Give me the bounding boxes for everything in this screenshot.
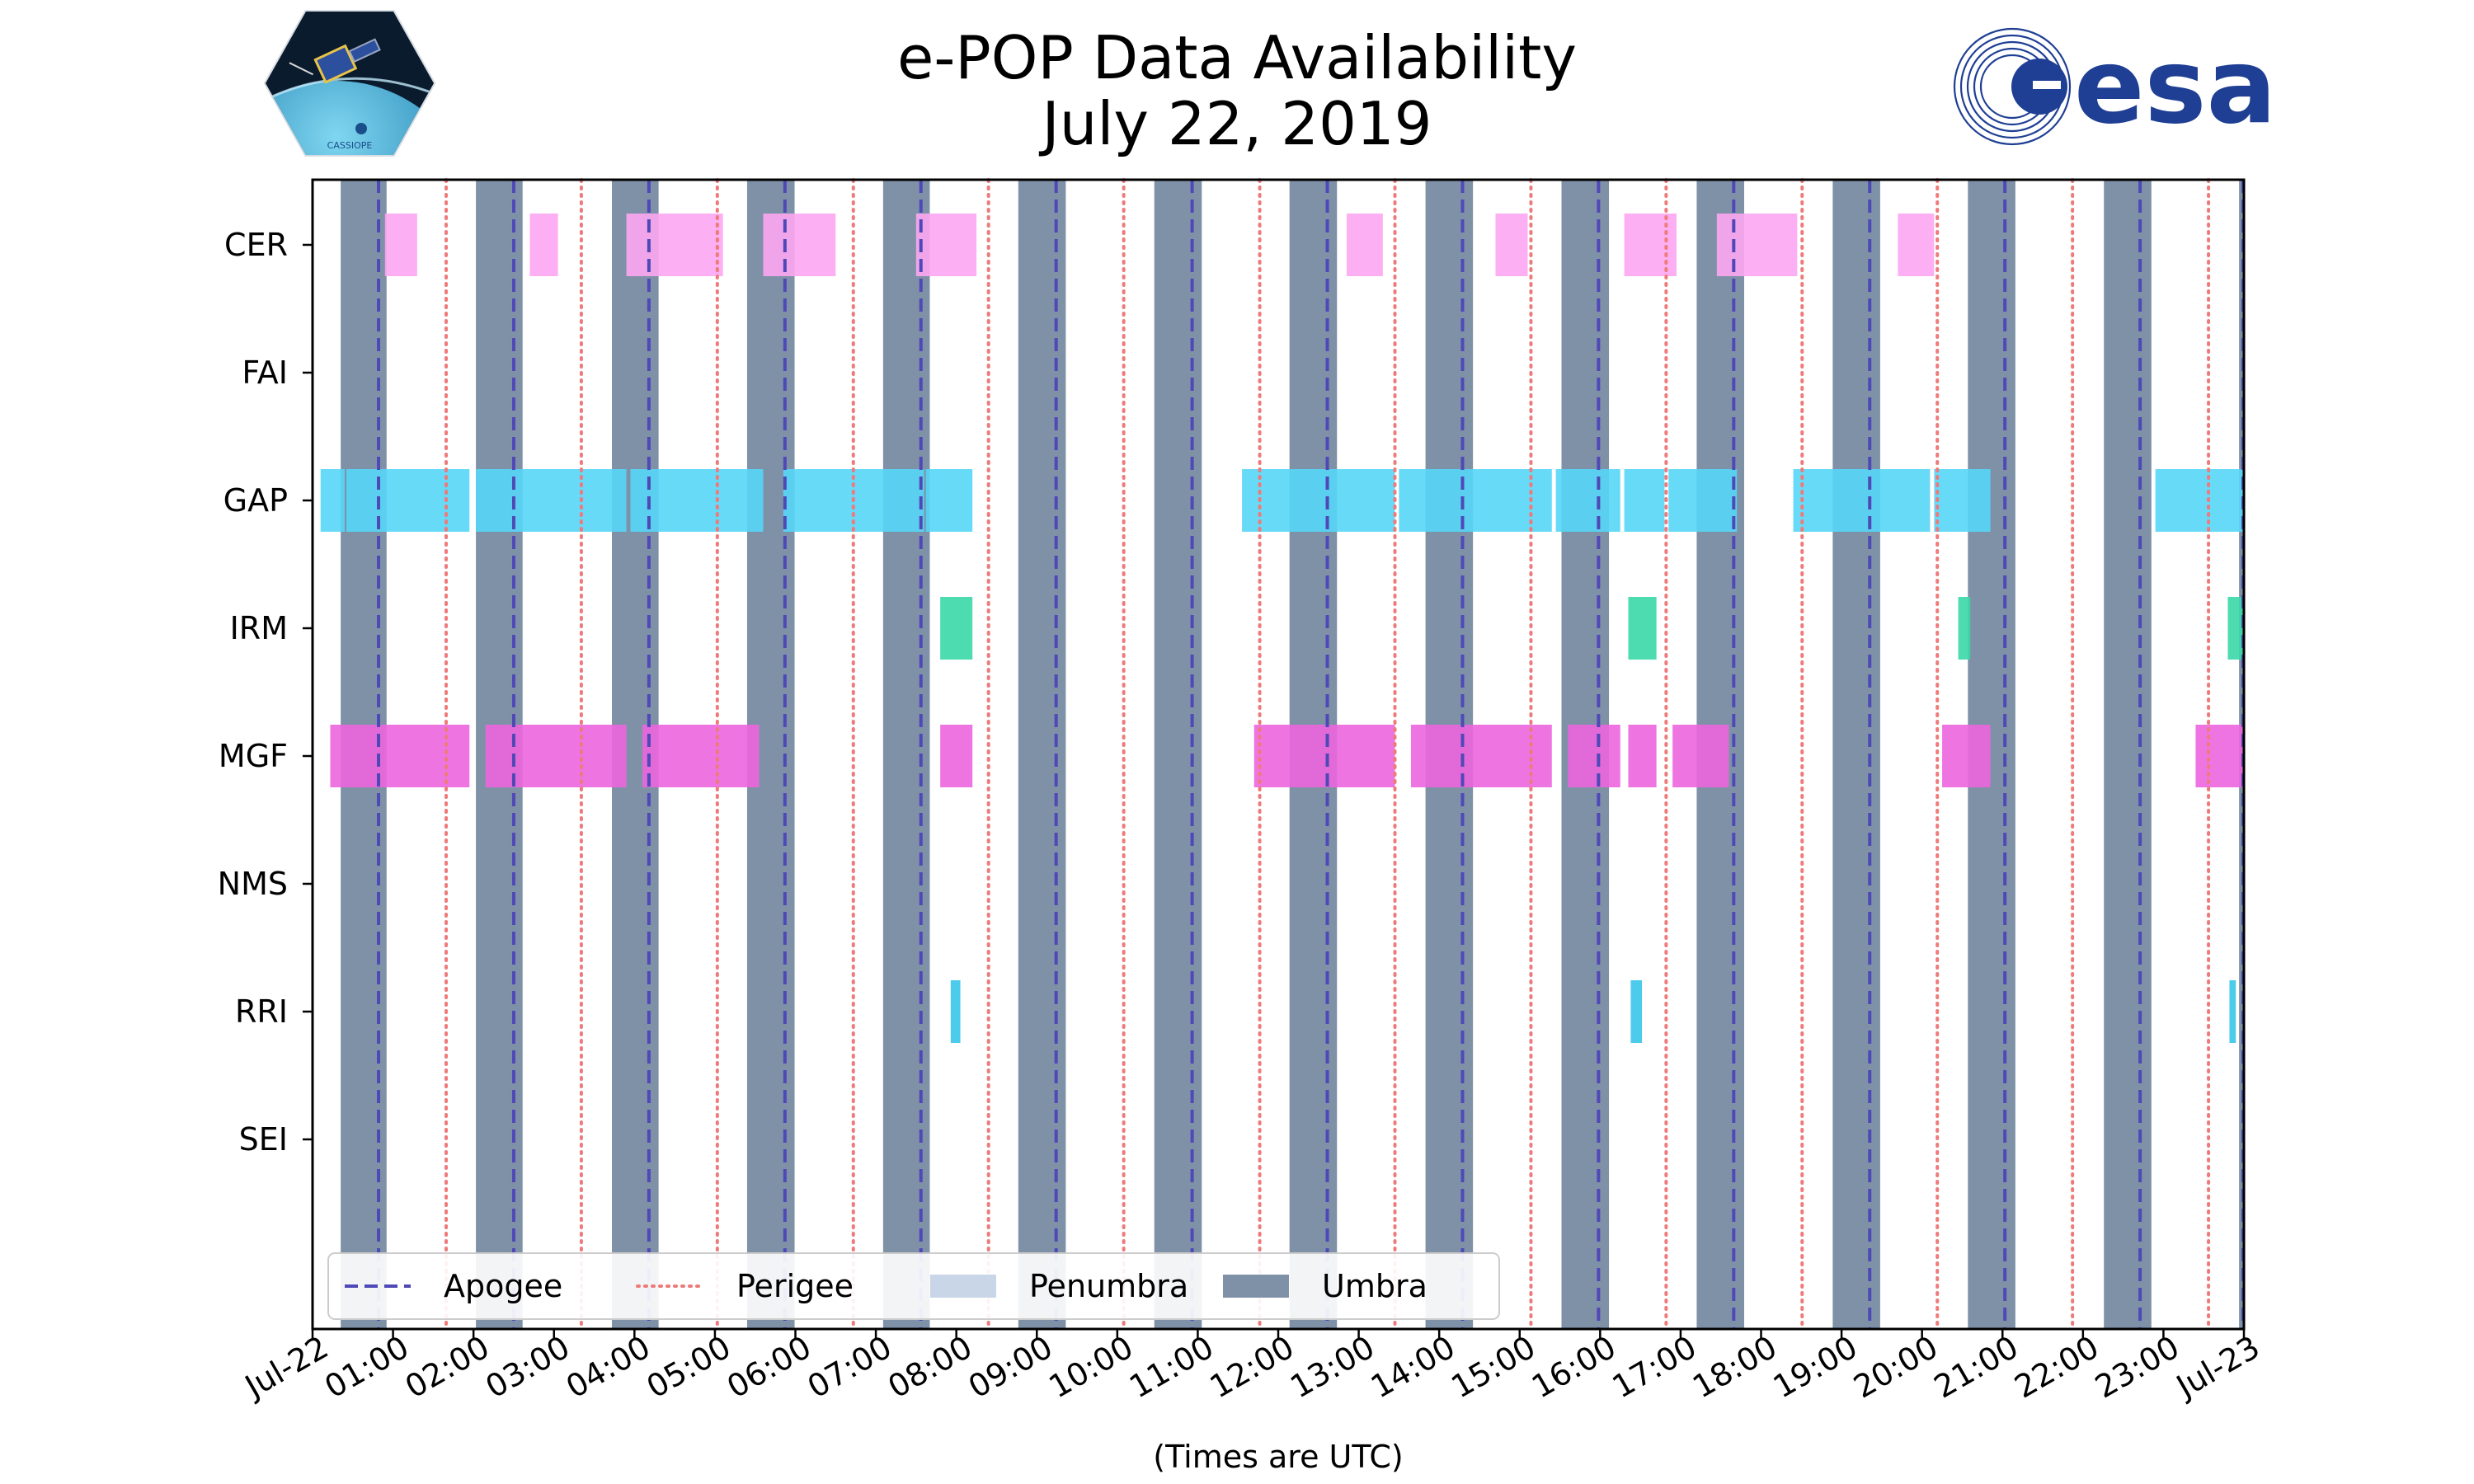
data-segment-cer — [626, 214, 723, 276]
data-segment-rri — [1630, 980, 1643, 1043]
x-tick-label: Jul-23 — [2169, 1329, 2265, 1406]
legend-label-apogee: Apogee — [444, 1268, 562, 1304]
data-segment-rri — [950, 980, 961, 1043]
data-segment-cer — [763, 214, 836, 276]
data-segment-gap — [630, 469, 764, 532]
data-segment-gap — [2155, 469, 2244, 532]
x-tick-label: 23:00 — [2089, 1329, 2185, 1406]
x-tick-label: 15:00 — [1445, 1329, 1541, 1406]
y-tick-label-cer: CER — [224, 227, 288, 263]
umbra-band — [2104, 180, 2152, 1329]
x-tick-label: 21:00 — [1928, 1329, 2025, 1406]
x-tick-label: 03:00 — [479, 1329, 576, 1406]
data-segment-gap — [346, 469, 470, 532]
x-tick-label: Jul-22 — [238, 1329, 334, 1406]
data-segment-cer — [384, 214, 417, 276]
umbra-band — [1018, 180, 1066, 1329]
data-segment-cer — [1624, 214, 1677, 276]
data-segment-mgf — [1568, 725, 1620, 787]
y-tick-label-gap: GAP — [223, 482, 288, 519]
data-segment-gap — [1399, 469, 1552, 532]
x-tick-label: 06:00 — [721, 1329, 817, 1406]
esa-logo-text: esa — [2074, 26, 2276, 147]
x-tick-label: 14:00 — [1365, 1329, 1461, 1406]
x-tick-label: 07:00 — [802, 1329, 898, 1406]
legend-swatch-umbra — [1223, 1275, 1289, 1298]
x-tick-label: 12:00 — [1204, 1329, 1300, 1406]
data-segment-irm — [1628, 597, 1657, 660]
legend-label-umbra: Umbra — [1322, 1268, 1427, 1304]
data-segment-mgf — [1253, 725, 1395, 787]
chart-title: e-POP Data Availability — [897, 23, 1577, 92]
y-tick-label-nms: NMS — [218, 866, 288, 902]
esa-logo: esa — [1953, 26, 2276, 147]
data-segment-gap — [925, 469, 973, 532]
x-tick-label: 16:00 — [1526, 1329, 1622, 1406]
umbra-band — [882, 180, 930, 1329]
data-segment-cer — [529, 214, 558, 276]
y-tick-label-irm: IRM — [230, 610, 288, 646]
legend-label-penumbra: Penumbra — [1029, 1268, 1188, 1304]
x-tick-label: 09:00 — [962, 1329, 1059, 1406]
y-tick-label-sei: SEI — [239, 1121, 288, 1158]
data-segment-mgf — [1411, 725, 1552, 787]
y-tick-label-fai: FAI — [242, 355, 288, 391]
x-tick-label: 11:00 — [1123, 1329, 1220, 1406]
data-segment-mgf — [2195, 725, 2244, 787]
data-segment-cer — [1495, 214, 1528, 276]
x-tick-label: 22:00 — [2008, 1329, 2105, 1406]
x-tick-label: 02:00 — [399, 1329, 496, 1406]
x-tick-label: 20:00 — [1847, 1329, 1944, 1406]
legend-swatch-penumbra — [930, 1275, 996, 1298]
data-segment-mgf — [940, 725, 973, 787]
data-segment-irm — [2227, 597, 2244, 660]
data-segment-mgf — [642, 725, 760, 787]
x-tick-label: 10:00 — [1042, 1329, 1139, 1406]
data-segment-cer — [1898, 214, 1935, 276]
x-tick-label: 18:00 — [1686, 1329, 1783, 1406]
data-segment-cer — [1716, 214, 1798, 276]
data-segment-mgf — [1942, 725, 1991, 787]
data-segment-mgf — [485, 725, 627, 787]
data-segment-gap — [1624, 469, 1665, 532]
cassiope-logo: CASSIOPE — [263, 10, 436, 157]
data-segment-gap — [1934, 469, 1991, 532]
x-axis-label: (Times are UTC) — [1153, 1439, 1403, 1475]
data-segment-gap — [1793, 469, 1931, 532]
x-tick-label: 05:00 — [641, 1329, 737, 1406]
x-tick-label: 17:00 — [1606, 1329, 1703, 1406]
data-segment-irm — [940, 597, 973, 660]
x-tick-label: 08:00 — [882, 1329, 978, 1406]
chart-subtitle: July 22, 2019 — [1042, 89, 1432, 158]
data-segment-gap — [1668, 469, 1738, 532]
data-segment-gap — [320, 469, 346, 532]
data-segment-gap — [1555, 469, 1620, 532]
data-segment-mgf — [1672, 725, 1729, 787]
x-tick-label: 19:00 — [1767, 1329, 1864, 1406]
legend-label-perigee: Perigee — [736, 1268, 854, 1304]
data-segment-rri — [2229, 980, 2236, 1043]
data-segment-cer — [915, 214, 977, 276]
umbra-band — [1154, 180, 1202, 1329]
x-tick-label: 13:00 — [1284, 1329, 1380, 1406]
data-segment-gap — [476, 469, 627, 532]
data-segment-cer — [1346, 214, 1383, 276]
x-tick-label: 04:00 — [560, 1329, 656, 1406]
data-segment-mgf — [330, 725, 470, 787]
y-tick-label-rri: RRI — [235, 993, 288, 1030]
data-segment-gap — [1242, 469, 1395, 532]
x-tick-label: 01:00 — [318, 1329, 415, 1406]
cassiope-logo-text: CASSIOPE — [327, 140, 373, 151]
data-segment-irm — [1958, 597, 1971, 660]
data-segment-mgf — [1628, 725, 1657, 787]
umbra-band — [1832, 180, 1880, 1329]
legend-box — [327, 1252, 1500, 1320]
y-tick-label-mgf: MGF — [219, 738, 288, 774]
